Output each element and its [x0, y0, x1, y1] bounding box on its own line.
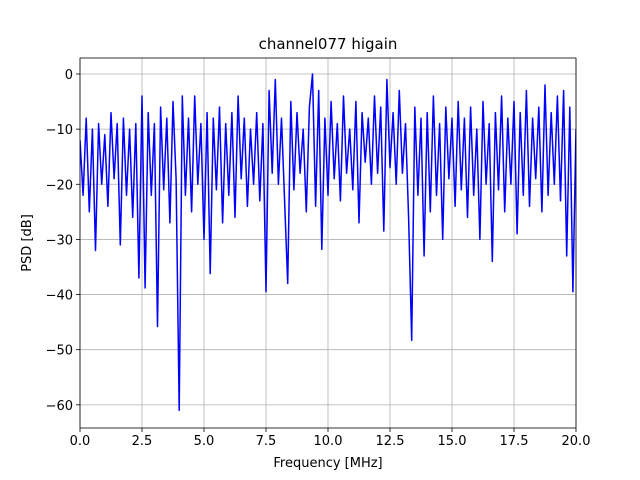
- x-tick-label: 7.5: [256, 434, 277, 449]
- x-tick-label: 5.0: [194, 434, 215, 449]
- x-tick-label: 10.0: [314, 434, 343, 449]
- x-tick-label: 20.0: [562, 434, 591, 449]
- x-tick-label: 17.5: [500, 434, 529, 449]
- y-tick-label: −30: [46, 233, 73, 248]
- x-tick-label: 12.5: [376, 434, 405, 449]
- y-tick-label: −60: [46, 399, 73, 414]
- y-tick-label: −50: [46, 344, 73, 359]
- y-tick-label: −40: [46, 289, 73, 304]
- x-tick-label: 15.0: [438, 434, 467, 449]
- y-tick-label: 0: [65, 68, 73, 83]
- x-axis-label: Frequency [MHz]: [273, 456, 382, 471]
- axes-frame: [79, 57, 577, 429]
- y-axis-label: PSD [dB]: [20, 214, 35, 272]
- y-tick-label: −20: [46, 178, 73, 193]
- chart-title: channel077 higain: [259, 35, 398, 53]
- x-tick-label: 0.0: [70, 434, 91, 449]
- y-tick-label: −10: [46, 123, 73, 138]
- x-tick-label: 2.5: [132, 434, 153, 449]
- psd-line: [80, 73, 576, 412]
